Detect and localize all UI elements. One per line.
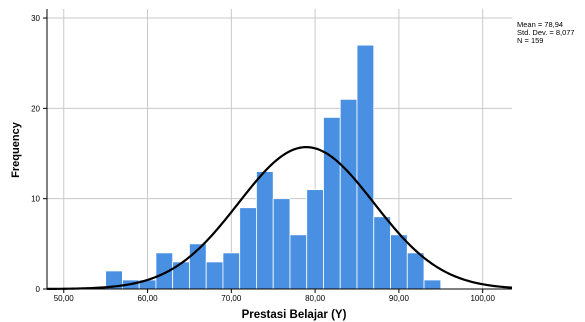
histogram-bar — [423, 279, 442, 290]
y-axis-label: Frequency — [10, 121, 22, 178]
x-tick-label: 80,00 — [305, 294, 326, 303]
x-tick-label: 90,00 — [389, 294, 410, 303]
stats-n: N = 159 — [517, 36, 544, 45]
histogram-bar — [222, 252, 241, 290]
histogram-bar — [339, 98, 358, 290]
stats-std-dev: Std. Dev. = 8,077 — [517, 28, 575, 37]
x-tick-label: 60,00 — [138, 294, 159, 303]
axes — [43, 9, 512, 293]
y-tick-label: 20 — [31, 104, 40, 113]
histogram-bar — [390, 234, 408, 290]
stats-mean: Mean = 78,94 — [517, 20, 564, 29]
histogram-bar — [406, 252, 425, 290]
y-tick-label: 0 — [36, 285, 41, 294]
x-tick-label: 70,00 — [221, 294, 242, 303]
histogram-bar — [272, 198, 291, 290]
histogram-bar — [239, 207, 257, 290]
y-tick-label: 30 — [31, 14, 40, 23]
y-tick-labels: 0 10 20 30 — [31, 14, 40, 294]
normal-curve — [46, 146, 513, 291]
x-axis-label: Prestasi Belajar (Y) — [242, 309, 347, 321]
histogram-bar — [373, 216, 391, 290]
x-tick-label: 100,00 — [470, 294, 495, 303]
histogram-bar — [356, 44, 375, 290]
histogram-bar — [256, 171, 274, 290]
stats-box: Mean = 78,94 Std. Dev. = 8,077 N = 159 — [517, 21, 575, 45]
x-tick-labels: 50,00 60,00 70,00 80,00 90,00 100,00 — [54, 294, 496, 303]
x-tick-label: 50,00 — [54, 294, 75, 303]
histogram-bar — [289, 234, 308, 290]
histogram-bars — [105, 44, 442, 290]
histogram-bar — [306, 189, 324, 290]
histogram-bar — [323, 116, 341, 290]
y-tick-label: 10 — [31, 195, 40, 204]
histogram-bar — [205, 261, 224, 290]
